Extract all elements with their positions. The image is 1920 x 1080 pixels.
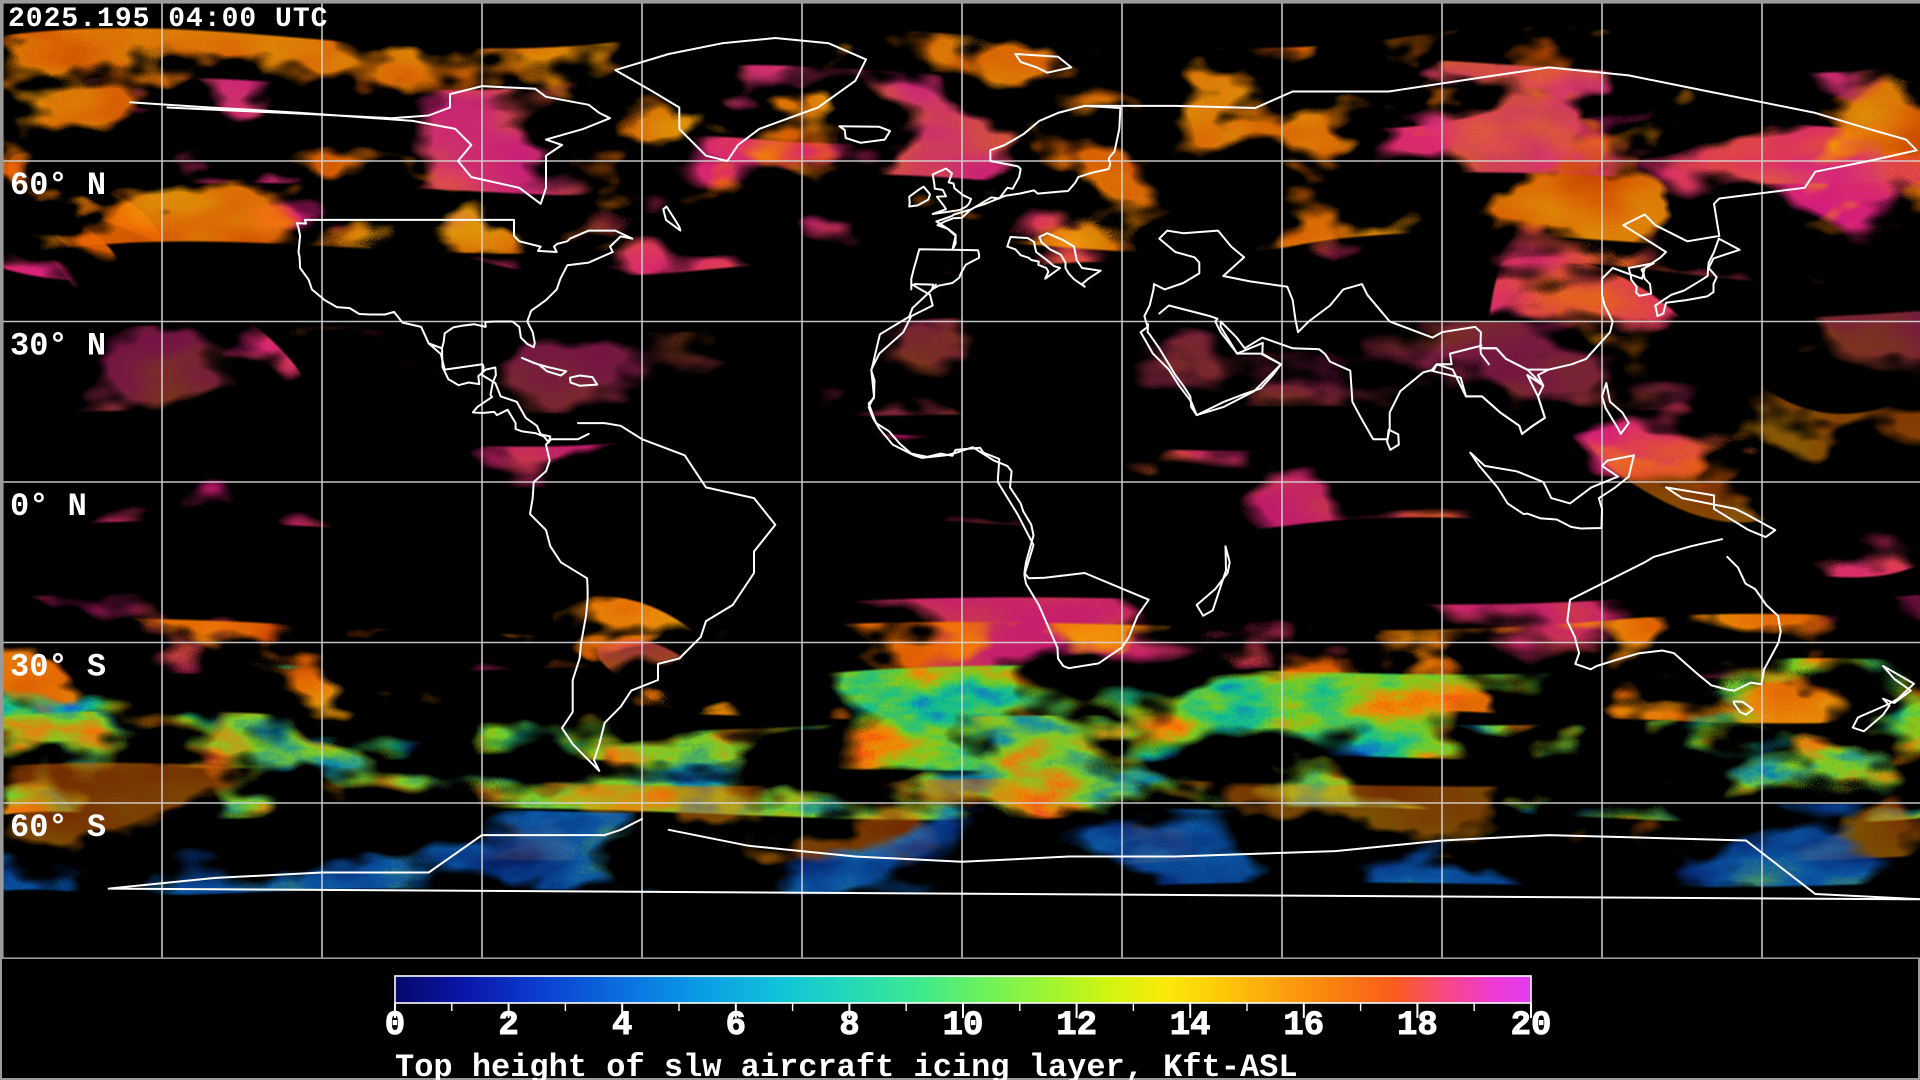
svg-text:60° S: 60° S	[10, 809, 106, 846]
svg-text:12: 12	[1056, 1007, 1097, 1045]
svg-text:2: 2	[498, 1007, 518, 1045]
svg-text:20: 20	[1511, 1007, 1552, 1045]
svg-text:0: 0	[385, 1007, 405, 1045]
svg-text:4: 4	[612, 1007, 632, 1045]
svg-text:14: 14	[1170, 1007, 1211, 1045]
svg-text:6: 6	[726, 1007, 746, 1045]
svg-text:30° S: 30° S	[10, 649, 106, 686]
svg-text:60° N: 60° N	[10, 167, 106, 204]
svg-text:8: 8	[839, 1007, 859, 1045]
svg-text:0° N: 0° N	[10, 488, 87, 525]
svg-text:18: 18	[1397, 1007, 1438, 1045]
svg-text:30° N: 30° N	[10, 328, 106, 365]
svg-text:Top height of slw aircraft ici: Top height of slw aircraft icing layer, …	[395, 1049, 1298, 1080]
svg-text:16: 16	[1283, 1007, 1324, 1045]
svg-text:10: 10	[943, 1007, 984, 1045]
